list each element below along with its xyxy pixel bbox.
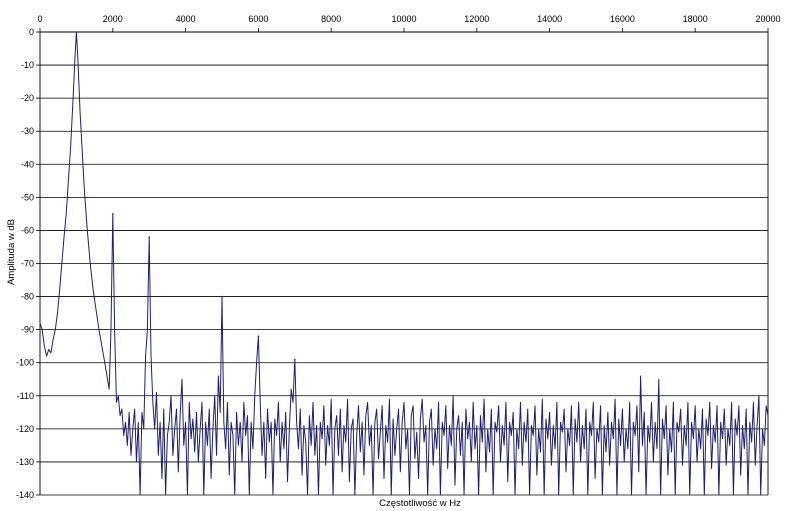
y-tick-label-9: -90	[21, 325, 34, 335]
x-tick-label-4: 8000	[321, 14, 341, 24]
x-tick-label-1: 2000	[103, 14, 123, 24]
x-tick-label-8: 16000	[610, 14, 635, 24]
x-tick-label-2: 4000	[176, 14, 196, 24]
y-tick-label-6: -60	[21, 225, 34, 235]
x-tick-label-5: 10000	[391, 14, 416, 24]
y-tick-label-13: -130	[16, 457, 34, 467]
axes	[36, 28, 769, 496]
y-tick-label-8: -80	[21, 292, 34, 302]
series-layer	[39, 31, 769, 496]
y-tick-label-4: -40	[21, 159, 34, 169]
y-tick-label-7: -70	[21, 259, 34, 269]
peak-point-5	[294, 358, 296, 361]
y-tick-label-3: -30	[21, 126, 34, 136]
spectrum-line	[39, 31, 769, 496]
y-tick-label-0: 0	[29, 27, 34, 37]
peak-point-2	[148, 236, 150, 238]
peak-point-1	[112, 213, 114, 215]
y-tick-label-14: -140	[16, 490, 34, 500]
peak-point-3	[221, 295, 223, 298]
x-tick-label-3: 6000	[248, 14, 268, 24]
x-tick-label-0: 0	[37, 14, 42, 24]
y-tick-label-1: -10	[21, 60, 34, 70]
x-tick-label-10: 20000	[755, 14, 780, 24]
x-axis-title: Częstotliwość w Hz	[379, 498, 461, 509]
y-tick-label-11: -110	[17, 391, 34, 401]
peak-point-4	[257, 335, 260, 338]
y-tick-label-10: -100	[16, 358, 34, 368]
x-tick-label-6: 12000	[464, 14, 489, 24]
y-tick-labels: 0 -10 -20 -30 -40 -50 -60 -70 -80 -90 -100 -110 -120…	[16, 27, 34, 500]
y-tick-label-2: -20	[21, 93, 34, 103]
peak-point-0	[75, 31, 78, 33]
x-tick-label-7: 14000	[537, 14, 562, 24]
y-tick-label-12: -120	[16, 424, 34, 434]
x-tick-label-9: 18000	[683, 14, 708, 24]
x-tick-labels: 0 2000 4000 6000 8000 10000 12000 14000 16000 180…	[37, 14, 780, 24]
y-tick-label-5: -50	[21, 192, 34, 202]
y-axis-title: Amplituda w dB	[6, 219, 17, 285]
